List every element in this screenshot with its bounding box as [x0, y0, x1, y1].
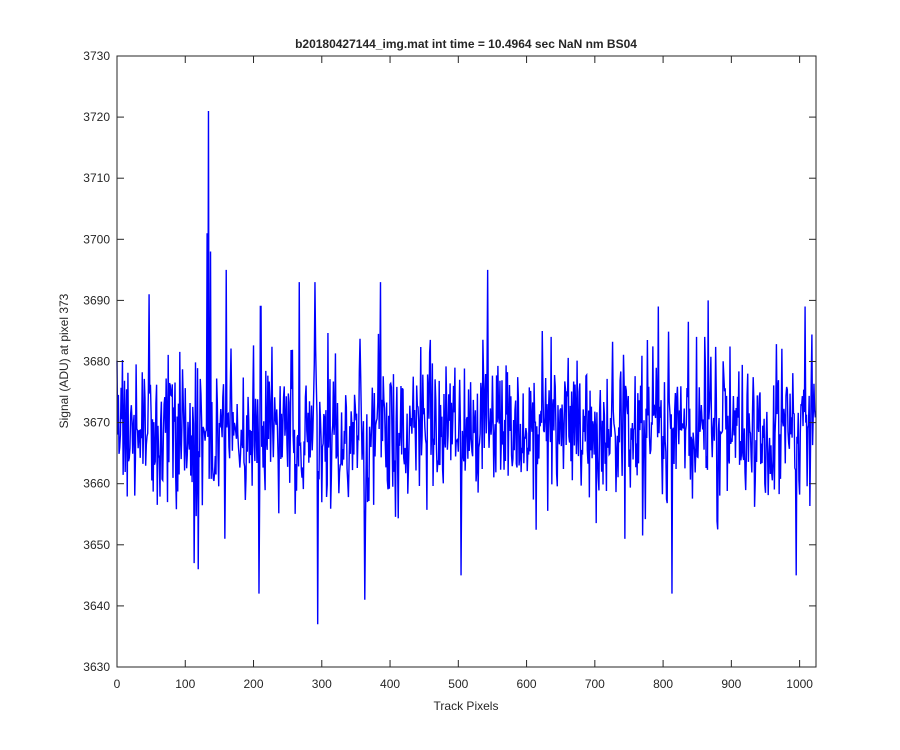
y-tick-label: 3630 — [83, 660, 110, 674]
axes-background — [117, 56, 816, 667]
x-axis-label: Track Pixels — [434, 699, 499, 713]
tick-layer: 0 100 200 300 400 500 600 700 800 900 1000 3630 3640… — [83, 49, 816, 691]
y-tick-label: 3710 — [83, 171, 110, 185]
y-tick-label: 3670 — [83, 416, 110, 430]
y-tick-label: 3660 — [83, 477, 110, 491]
y-tick-label: 3680 — [83, 355, 110, 369]
y-tick-label: 3720 — [83, 110, 110, 124]
chart-title: b20180427144_img.mat int time = 10.4964 … — [295, 37, 637, 51]
series-layer — [116, 110, 817, 625]
x-tick-label: 700 — [585, 677, 605, 691]
y-tick-label: 3650 — [83, 538, 110, 552]
y-tick-label: 3730 — [83, 49, 110, 63]
y-tick-label: 3690 — [83, 293, 110, 307]
y-tick-label: 3700 — [83, 232, 110, 246]
x-tick-label: 500 — [448, 677, 468, 691]
x-tick-label: 400 — [380, 677, 400, 691]
x-tick-label: 300 — [312, 677, 332, 691]
x-tick-label: 800 — [653, 677, 673, 691]
x-tick-label: 0 — [114, 677, 121, 691]
series-line — [116, 110, 817, 625]
x-tick-label: 100 — [175, 677, 195, 691]
x-tick-label: 900 — [721, 677, 741, 691]
y-tick-label: 3640 — [83, 599, 110, 613]
x-tick-label: 600 — [517, 677, 537, 691]
y-axis-label: Signal (ADU) at pixel 373 — [57, 293, 71, 428]
x-tick-label: 1000 — [786, 677, 813, 691]
x-tick-label: 200 — [244, 677, 264, 691]
